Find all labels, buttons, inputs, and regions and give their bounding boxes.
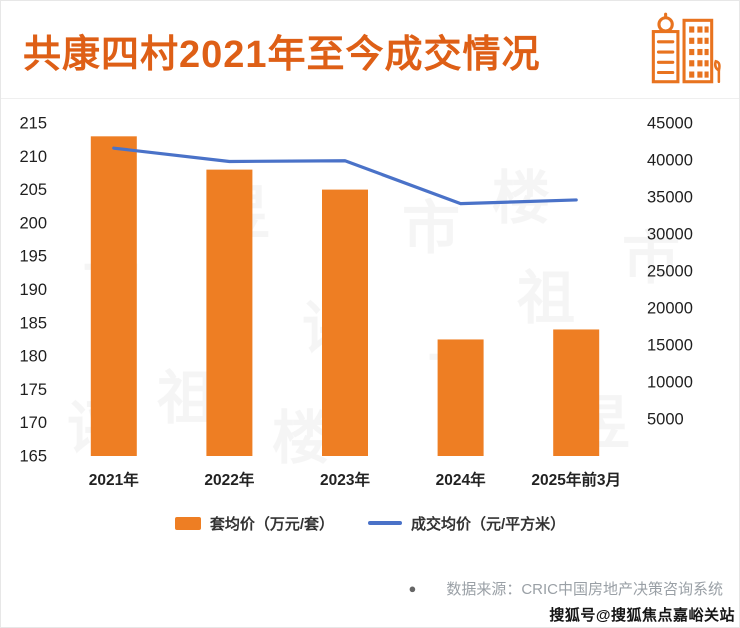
svg-text:市: 市	[402, 196, 460, 261]
svg-text:市: 市	[622, 226, 680, 291]
svg-text:35000: 35000	[647, 189, 693, 207]
combo-chart: 丁祖昱评楼市丁祖昱评楼市2152102052001951901851801751…	[1, 98, 739, 503]
svg-text:楼: 楼	[272, 406, 330, 471]
svg-text:210: 210	[19, 148, 47, 166]
svg-text:祖: 祖	[157, 366, 215, 431]
buildings-icon	[651, 12, 721, 84]
chart-legend: 套均价（万元/套） 成交均价（元/平方米）	[1, 508, 739, 538]
bullet-icon: ●	[408, 580, 417, 596]
svg-text:5000: 5000	[647, 411, 684, 429]
svg-text:200: 200	[19, 214, 47, 232]
legend-bar-label: 套均价（万元/套）	[209, 515, 334, 533]
svg-text:2022年: 2022年	[204, 470, 254, 489]
svg-text:165: 165	[19, 448, 47, 466]
svg-text:195: 195	[19, 248, 47, 266]
svg-text:205: 205	[19, 181, 47, 199]
page-title: 共康四村2021年至今成交情况	[23, 34, 541, 76]
svg-text:175: 175	[19, 381, 47, 399]
svg-text:170: 170	[19, 414, 47, 432]
svg-text:185: 185	[19, 314, 47, 332]
chart-canvas: 丁祖昱评楼市丁祖昱评楼市2152102052001951901851801751…	[19, 115, 693, 490]
svg-text:215: 215	[19, 115, 47, 133]
svg-text:2021年: 2021年	[89, 470, 139, 489]
sohu-watermark: 搜狐号@搜狐焦点嘉峪关站	[549, 607, 735, 624]
svg-text:2025年前3月: 2025年前3月	[531, 470, 621, 489]
svg-text:祖: 祖	[517, 266, 575, 331]
svg-text:45000: 45000	[647, 115, 693, 133]
legend-item-line: 成交均价（元/平方米）	[368, 513, 565, 534]
legend-line-label: 成交均价（元/平方米）	[411, 515, 566, 533]
svg-text:20000: 20000	[647, 300, 693, 318]
svg-text:30000: 30000	[647, 226, 693, 244]
svg-text:10000: 10000	[647, 374, 693, 392]
line-swatch-icon	[368, 521, 402, 525]
header: 共康四村2021年至今成交情况	[1, 1, 739, 99]
svg-text:楼: 楼	[492, 166, 550, 231]
svg-text:180: 180	[19, 348, 47, 366]
svg-text:2024年: 2024年	[436, 470, 486, 489]
svg-text:25000: 25000	[647, 263, 693, 281]
data-source-text: 数据来源：CRIC中国房地产决策咨询系统	[446, 580, 723, 598]
svg-text:40000: 40000	[647, 152, 693, 170]
data-source-row: ● 数据来源：CRIC中国房地产决策咨询系统	[1, 576, 739, 600]
svg-text:190: 190	[19, 281, 47, 299]
svg-text:2023年: 2023年	[320, 470, 370, 489]
bar-swatch-icon	[174, 516, 201, 530]
svg-text:15000: 15000	[647, 337, 693, 355]
legend-item-bar: 套均价（万元/套）	[174, 513, 334, 534]
